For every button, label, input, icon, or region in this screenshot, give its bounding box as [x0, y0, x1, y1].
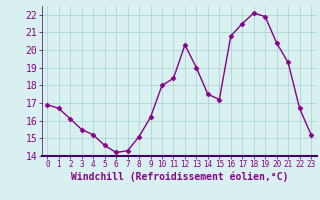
X-axis label: Windchill (Refroidissement éolien,°C): Windchill (Refroidissement éolien,°C) — [70, 172, 288, 182]
